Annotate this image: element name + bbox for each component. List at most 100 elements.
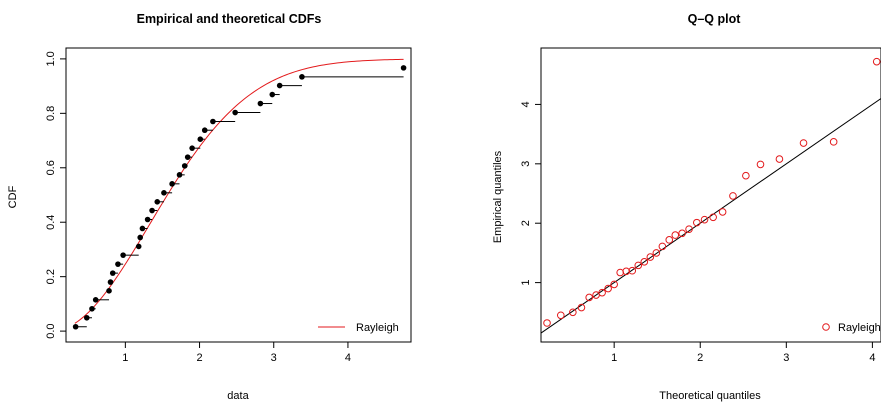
cdf-title: Empirical and theoretical CDFs: [137, 12, 322, 26]
qq-point: [622, 267, 631, 276]
ecdf-point: [92, 297, 99, 303]
qq-point: [646, 253, 655, 261]
ecdf-point: [89, 305, 95, 312]
qq-point: [569, 308, 577, 317]
ecdf-point: [181, 163, 188, 169]
qq-point: [556, 311, 565, 320]
ecdf-point: [197, 136, 204, 142]
ecdf-point: [137, 234, 143, 241]
ecdf-point: [154, 199, 161, 205]
qq-point: [678, 229, 686, 238]
ecdf-point: [83, 314, 90, 321]
cdf-plot-frame: [65, 47, 412, 343]
qq-reference-line: [540, 98, 881, 334]
qq-legend-label: Rayleigh: [838, 322, 881, 334]
qq-point: [671, 231, 680, 239]
ecdf-point: [139, 225, 146, 232]
qq-x-axis-label: Theoretical quantiles: [659, 390, 761, 402]
qq-y-axis-label: Empirical quantiles: [492, 150, 504, 243]
ecdf-point: [269, 91, 276, 98]
ecdf-point: [169, 181, 175, 187]
cdf-x-tick-label: 3: [271, 352, 277, 364]
ecdf-point: [120, 252, 126, 258]
qq-point: [634, 261, 643, 270]
qq-legend-marker: [822, 323, 830, 331]
cdf-y-tick-label: 0.0: [45, 323, 57, 338]
ecdf-point: [149, 207, 155, 214]
qq-point: [692, 218, 701, 227]
ecdf-point: [176, 172, 183, 178]
qq-point: [872, 57, 881, 66]
qq-point: [610, 280, 618, 289]
cdf-x-tick-label: 4: [345, 352, 351, 364]
qq-point: [604, 284, 612, 293]
qq-legend: Rayleigh: [822, 322, 881, 334]
cdf-y-axis: 0.0 0.2 0.4 0.6 0.8 1.0: [45, 51, 67, 339]
qq-point: [628, 266, 637, 275]
cdf-x-tick-label: 2: [196, 352, 202, 364]
qq-point: [709, 213, 717, 222]
qq-point: [585, 293, 594, 302]
qq-point: [658, 242, 667, 251]
ecdf-point: [135, 243, 142, 250]
cdf-y-tick-label: 0.4: [45, 215, 57, 230]
qq-point: [665, 236, 674, 244]
qq-point: [616, 268, 624, 277]
qq-point: [829, 138, 838, 146]
qq-point: [652, 249, 661, 257]
ecdf-point: [257, 100, 264, 107]
ecdf-point: [109, 270, 116, 276]
ecdf-point: [232, 109, 238, 116]
qq-point: [742, 171, 750, 180]
qq-point: [729, 192, 737, 200]
qq-point: [543, 319, 551, 327]
ecdf-point: [107, 279, 114, 285]
qq-y-tick-label: 1: [520, 280, 532, 286]
cdf-x-axis-label: data: [227, 390, 249, 402]
ecdf-point: [106, 288, 112, 294]
qq-x-tick-label: 3: [783, 352, 789, 364]
qq-point: [700, 215, 709, 224]
qq-x-tick-label: 1: [611, 352, 617, 364]
ecdf-point: [299, 74, 305, 80]
ecdf-point: [276, 82, 283, 89]
qq-title: Q–Q plot: [688, 12, 742, 26]
ecdf-point: [144, 216, 151, 223]
qq-panel: Q–Q plot 1 2 3 4 1 2 3 4 Theoretical quantiles…: [492, 12, 881, 402]
qq-point: [718, 208, 727, 216]
qq-y-tick-label: 3: [520, 161, 532, 167]
qq-point: [598, 288, 606, 297]
qq-x-tick-label: 4: [869, 352, 875, 364]
rayleigh-cdf-curve: [74, 58, 404, 324]
qq-point: [640, 258, 649, 266]
ecdf-point: [161, 190, 167, 196]
qq-x-tick-label: 2: [697, 352, 703, 364]
ecdf-point: [201, 127, 208, 134]
qq-point: [775, 155, 784, 163]
qq-x-axis: 1 2 3 4: [611, 341, 875, 364]
cdf-plot-area: [72, 58, 407, 330]
qq-y-axis: 1 2 3 4: [520, 101, 542, 286]
qq-y-tick-label: 2: [520, 220, 532, 226]
cdf-y-tick-label: 0.2: [45, 269, 57, 284]
qq-point: [756, 160, 765, 169]
cdf-legend-label: Rayleigh: [356, 322, 399, 334]
cdf-y-tick-label: 0.8: [45, 106, 57, 121]
qq-point: [577, 303, 586, 312]
qq-plot-area: [540, 57, 881, 334]
qq-point: [685, 225, 693, 233]
qq-y-tick-label: 4: [520, 101, 532, 107]
ecdf-point: [210, 118, 216, 125]
ecdf-point: [400, 65, 407, 71]
cdf-y-axis-label: CDF: [7, 185, 19, 208]
ecdf-point: [72, 323, 79, 330]
qq-point: [799, 139, 808, 147]
ecdf-point: [115, 261, 121, 267]
cdf-x-axis: 1 2 3 4: [122, 341, 351, 364]
cdf-x-tick-label: 1: [122, 352, 128, 364]
ecdf-point: [184, 154, 191, 160]
cdf-y-tick-label: 0.6: [45, 160, 57, 175]
cdf-y-tick-label: 1.0: [45, 51, 57, 66]
